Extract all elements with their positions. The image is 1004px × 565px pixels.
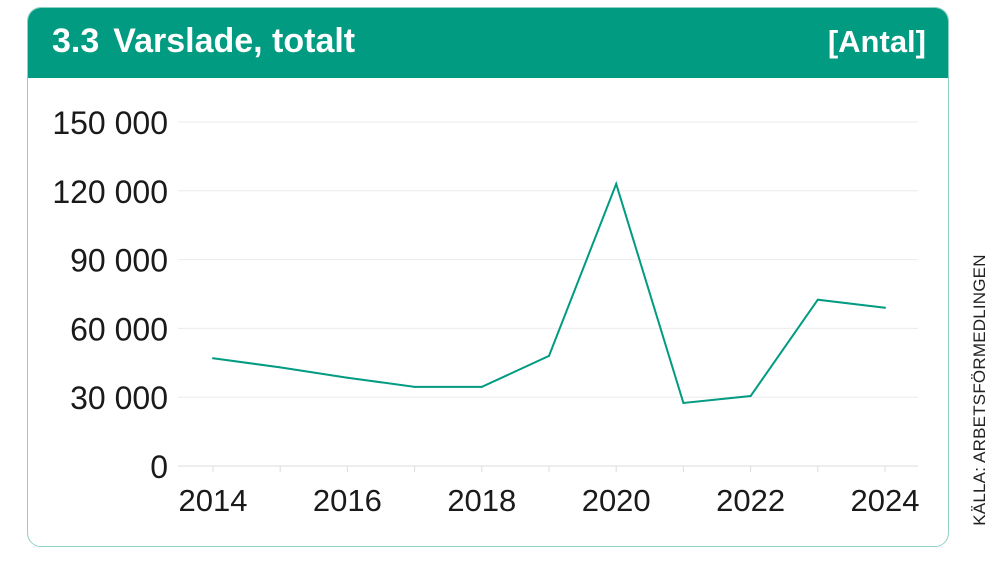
- data-point: [346, 376, 349, 379]
- x-minor-ticks: [212, 466, 886, 472]
- x-tick-label: 2024: [851, 483, 920, 518]
- y-tick-label: 0: [150, 449, 168, 485]
- chart-header: 3.3 Varslade, totalt [Antal]: [28, 8, 948, 78]
- y-tick-label: 60 000: [70, 311, 168, 347]
- chart-number: 3.3: [52, 22, 100, 60]
- data-point: [615, 182, 618, 185]
- y-tick-labels: 0 30 000 60 000 90 000 120 000 150 000: [52, 105, 168, 485]
- y-tick-label: 150 000: [52, 105, 168, 141]
- chart-title-text: Varslade, totalt: [113, 22, 356, 60]
- data-point: [749, 395, 752, 398]
- data-point: [884, 306, 886, 309]
- data-point: [413, 385, 416, 388]
- gridlines: [178, 121, 918, 467]
- y-tick-label: 90 000: [70, 243, 168, 279]
- data-point: [212, 357, 214, 360]
- chart-card: 3.3 Varslade, totalt [Antal]: [27, 7, 949, 547]
- x-tick-label: 2022: [716, 483, 785, 518]
- x-tick-label: 2020: [582, 483, 651, 518]
- data-point: [548, 354, 550, 357]
- x-tick-label: 2014: [179, 483, 248, 518]
- series-group: [212, 180, 886, 405]
- source-text: KÄLLA: ARBETSFÖRMEDLINGEN: [970, 254, 989, 526]
- data-point: [682, 401, 685, 404]
- data-point: [480, 385, 483, 388]
- series-line: [212, 180, 886, 405]
- x-tick-label: 2018: [447, 483, 516, 518]
- data-point: [279, 366, 282, 369]
- y-tick-label: 30 000: [70, 380, 168, 416]
- x-tick-labels: 2014 2016 2018 2020 2022 2024: [179, 483, 920, 518]
- chart-title: 3.3 Varslade, totalt: [52, 22, 355, 61]
- y-tick-label: 120 000: [52, 174, 168, 210]
- chart-unit: [Antal]: [827, 24, 926, 59]
- data-point: [816, 298, 819, 301]
- x-tick-label: 2016: [313, 483, 382, 518]
